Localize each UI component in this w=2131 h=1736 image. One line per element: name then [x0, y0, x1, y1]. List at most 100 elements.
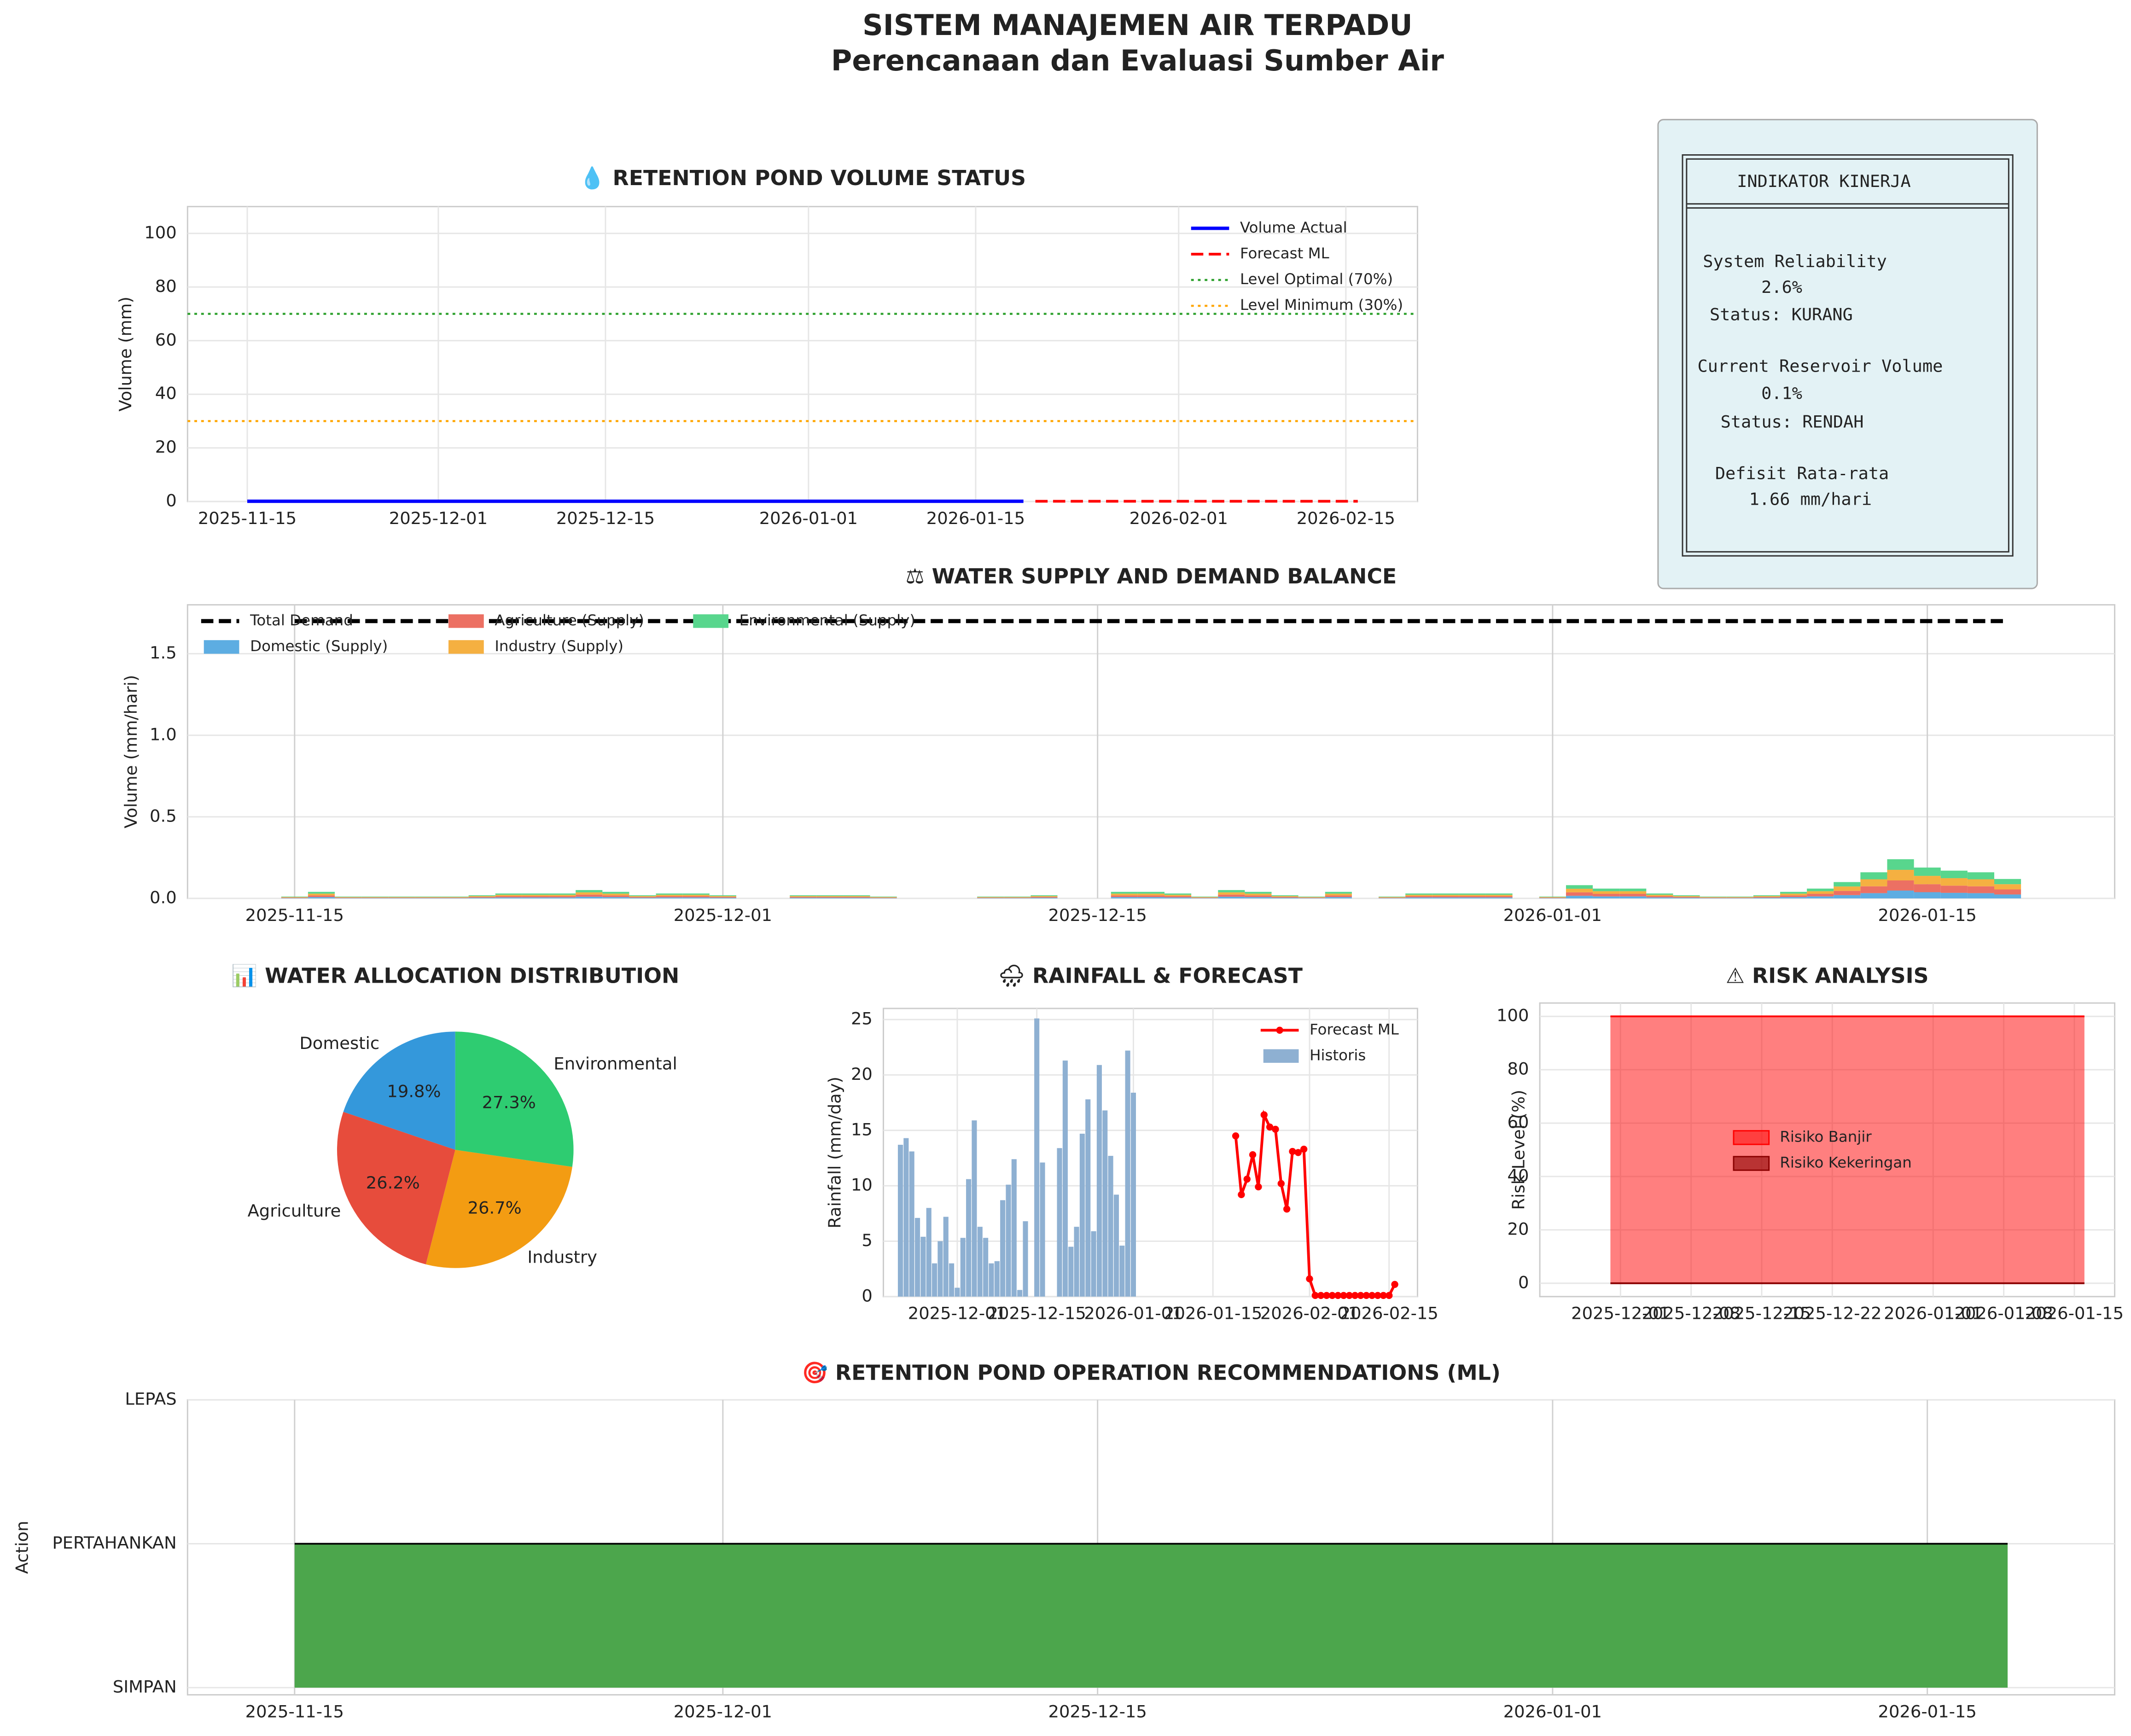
y-tick-label: 0 [1518, 1272, 1529, 1292]
y-tick-label: 5 [862, 1230, 872, 1250]
x-tick-label: 2026-01-15 [2025, 1304, 2124, 1323]
bar [1091, 1231, 1096, 1297]
bar [994, 1261, 1000, 1297]
pie-value-label: 27.3% [482, 1093, 536, 1113]
legend-label: Historis [1310, 1046, 1366, 1064]
y-tick-label: 80 [1508, 1059, 1529, 1079]
legend-label: Risiko Banjir [1780, 1128, 1872, 1145]
bar [495, 896, 522, 897]
bar [1031, 897, 1058, 898]
bar [1325, 891, 1352, 894]
bar [790, 897, 817, 898]
chart-title: 🎯 RETENTION POND OPERATION RECOMMENDATIO… [802, 1361, 1501, 1385]
bar [522, 896, 549, 897]
bar [1298, 897, 1325, 898]
bar [1000, 1200, 1006, 1297]
bar [1593, 894, 1620, 897]
legend-label: Agriculture (Supply) [495, 612, 644, 629]
legend-label: Industry (Supply) [495, 637, 623, 655]
bar [1646, 893, 1673, 895]
marker [1340, 1292, 1347, 1299]
marker [1238, 1191, 1245, 1199]
x-tick-label: 2026-01-01 [1503, 1701, 1602, 1721]
bar [1834, 895, 1861, 898]
bar [388, 897, 415, 898]
bar [682, 896, 710, 897]
y-axis-label: Risk Level (%) [1508, 1089, 1528, 1210]
bar [977, 1227, 983, 1297]
bar [1485, 893, 1513, 895]
bar [1102, 1110, 1108, 1297]
y-tick-label: 100 [1496, 1006, 1529, 1025]
y-tick-label: 0.5 [150, 806, 177, 826]
x-tick-label: 2026-01-01 [1084, 1304, 1182, 1323]
x-tick-label: 2026-02-01 [1260, 1304, 1359, 1323]
bar [1994, 884, 2021, 890]
bar [576, 892, 603, 895]
kpi-box [1657, 119, 2038, 589]
bar [1325, 893, 1352, 896]
y-tick-label: LEPAS [125, 1389, 176, 1409]
x-tick-label: 2025-12-01 [389, 508, 488, 528]
bar [1967, 893, 1995, 898]
bar [1096, 1065, 1102, 1297]
bar [1057, 1148, 1062, 1297]
marker [1368, 1292, 1376, 1299]
bar [977, 897, 1004, 898]
bar [1860, 872, 1887, 880]
bar [522, 893, 549, 895]
y-tick-label: 60 [1508, 1113, 1529, 1132]
area [1610, 1016, 2084, 1283]
bar [816, 895, 844, 897]
bar [1619, 896, 1647, 898]
bar [522, 897, 549, 898]
bar [1085, 1099, 1091, 1297]
bar [1459, 895, 1486, 897]
legend-swatch [204, 640, 239, 654]
y-tick-label: 20 [851, 1064, 873, 1084]
marker [1243, 1175, 1251, 1183]
bar [656, 893, 683, 895]
bar [843, 897, 870, 898]
bar [960, 1238, 966, 1297]
bar [1673, 896, 1700, 897]
bar [1062, 1060, 1068, 1297]
bar [1700, 897, 1727, 898]
bar [1646, 895, 1673, 897]
bar [1994, 879, 2021, 885]
bar [1593, 891, 1620, 894]
bar [602, 895, 629, 897]
bar [549, 895, 576, 897]
bar [1108, 1156, 1113, 1297]
x-tick-label: 2025-11-15 [245, 1701, 344, 1721]
pie-label: Agriculture [248, 1201, 341, 1221]
y-axis-label: Rainfall (mm/day) [825, 1077, 845, 1229]
bar [1485, 896, 1513, 897]
x-tick-label: 2025-12-15 [1712, 1304, 1811, 1323]
bar [1164, 896, 1192, 897]
y-axis-label: Volume (mm) [116, 297, 135, 411]
bar [1940, 885, 1968, 893]
x-tick-label: 2026-01-01 [1884, 1304, 1982, 1323]
marker [1334, 1292, 1342, 1299]
y-tick-label: 15 [851, 1119, 873, 1139]
bar [1967, 872, 1995, 880]
bar [949, 1263, 955, 1297]
bar [549, 893, 576, 895]
bar [1271, 897, 1298, 898]
x-tick-label: 2025-12-22 [1783, 1304, 1881, 1323]
x-tick-label: 2026-02-15 [1297, 508, 1395, 528]
bar [1673, 895, 1700, 897]
bar [1405, 896, 1432, 897]
y-tick-label: 20 [155, 437, 177, 457]
bar [1619, 891, 1647, 894]
bar [576, 894, 603, 897]
bar [1753, 895, 1780, 897]
marker [1345, 1292, 1353, 1299]
bar [1566, 892, 1593, 896]
bar [1994, 894, 2021, 898]
bar [308, 895, 335, 897]
bar [1023, 1221, 1028, 1297]
bar [1325, 895, 1352, 897]
y-tick-label: 0 [166, 491, 176, 511]
